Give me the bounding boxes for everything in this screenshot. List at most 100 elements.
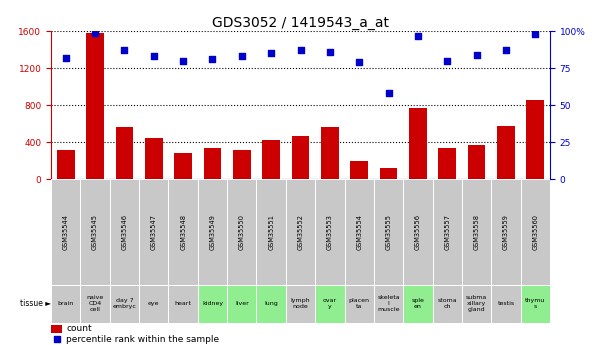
Bar: [204, 148, 221, 179]
Text: GSM35545: GSM35545: [92, 214, 98, 250]
Point: [208, 57, 218, 62]
Point: [531, 31, 540, 37]
Bar: [115, 127, 133, 179]
Bar: [520, 285, 550, 323]
Text: lymph
node: lymph node: [291, 298, 310, 309]
Bar: [433, 285, 462, 323]
Text: GSM35550: GSM35550: [239, 214, 245, 250]
Point: [178, 58, 188, 63]
Bar: [374, 179, 403, 285]
Bar: [174, 152, 192, 179]
Bar: [227, 285, 257, 323]
Bar: [110, 285, 139, 323]
Bar: [233, 150, 251, 179]
Text: GSM35544: GSM35544: [63, 214, 69, 250]
Bar: [497, 126, 514, 179]
Text: GSM35547: GSM35547: [151, 214, 157, 250]
Bar: [462, 179, 491, 285]
Point: [413, 33, 423, 38]
Bar: [198, 179, 227, 285]
Bar: [168, 179, 198, 285]
Bar: [403, 285, 433, 323]
Text: placen
ta: placen ta: [349, 298, 370, 309]
Bar: [257, 285, 286, 323]
Bar: [139, 285, 168, 323]
Text: sple
en: sple en: [412, 298, 424, 309]
Text: count: count: [66, 324, 92, 333]
Text: GSM35551: GSM35551: [268, 214, 274, 250]
Text: liver: liver: [235, 301, 249, 306]
Text: GSM35554: GSM35554: [356, 214, 362, 250]
Text: GSM35548: GSM35548: [180, 214, 186, 250]
Text: percentile rank within the sample: percentile rank within the sample: [66, 335, 219, 344]
Text: ovar
y: ovar y: [323, 298, 337, 309]
Text: thymu
s: thymu s: [525, 298, 546, 309]
Bar: [139, 179, 168, 285]
Point: [355, 59, 364, 65]
Point: [266, 50, 276, 56]
Bar: [380, 168, 397, 179]
Bar: [291, 136, 310, 179]
Bar: [51, 179, 81, 285]
Point: [472, 52, 481, 58]
Point: [90, 30, 100, 35]
Text: GSM35558: GSM35558: [474, 214, 480, 250]
Text: GSM35555: GSM35555: [385, 214, 391, 250]
Bar: [57, 150, 75, 179]
Bar: [87, 33, 104, 179]
Point: [237, 53, 246, 59]
Bar: [286, 179, 315, 285]
Text: naive
CD4
cell: naive CD4 cell: [87, 295, 104, 312]
Text: testis: testis: [498, 301, 514, 306]
Text: day 7
embryc: day 7 embryc: [112, 298, 136, 309]
Bar: [433, 179, 462, 285]
Bar: [491, 285, 520, 323]
Bar: [81, 285, 110, 323]
Text: skeleta
l
muscle: skeleta l muscle: [377, 295, 400, 312]
Bar: [374, 285, 403, 323]
Point: [52, 337, 61, 342]
Bar: [438, 148, 456, 179]
Text: GSM35546: GSM35546: [121, 214, 127, 250]
Bar: [315, 179, 344, 285]
Text: tissue ►: tissue ►: [20, 299, 51, 308]
Bar: [110, 179, 139, 285]
Bar: [344, 179, 374, 285]
Bar: [81, 179, 110, 285]
Point: [61, 55, 70, 60]
Bar: [263, 140, 280, 179]
Bar: [344, 285, 374, 323]
Text: GSM35557: GSM35557: [444, 214, 450, 250]
Bar: [315, 285, 344, 323]
Point: [149, 53, 159, 59]
Bar: [198, 285, 227, 323]
Text: GSM35556: GSM35556: [415, 214, 421, 250]
Text: GSM35553: GSM35553: [327, 214, 333, 250]
Bar: [257, 179, 286, 285]
Text: heart: heart: [175, 301, 192, 306]
Point: [442, 58, 452, 63]
Title: GDS3052 / 1419543_a_at: GDS3052 / 1419543_a_at: [212, 16, 389, 30]
Text: subma
xillary
gland: subma xillary gland: [466, 295, 487, 312]
Bar: [227, 179, 257, 285]
Text: GSM35549: GSM35549: [210, 214, 216, 250]
Bar: [51, 325, 62, 333]
Bar: [286, 285, 315, 323]
Bar: [520, 179, 550, 285]
Point: [325, 49, 335, 55]
Bar: [409, 108, 427, 179]
Bar: [51, 285, 81, 323]
Bar: [468, 145, 486, 179]
Bar: [321, 127, 338, 179]
Text: GSM35560: GSM35560: [532, 214, 538, 250]
Point: [296, 48, 305, 53]
Bar: [526, 100, 544, 179]
Bar: [145, 138, 163, 179]
Point: [501, 48, 511, 53]
Text: GSM35559: GSM35559: [503, 214, 509, 250]
Text: GSM35552: GSM35552: [297, 214, 304, 250]
Bar: [168, 285, 198, 323]
Point: [383, 91, 393, 96]
Point: [120, 48, 129, 53]
Text: brain: brain: [58, 301, 74, 306]
